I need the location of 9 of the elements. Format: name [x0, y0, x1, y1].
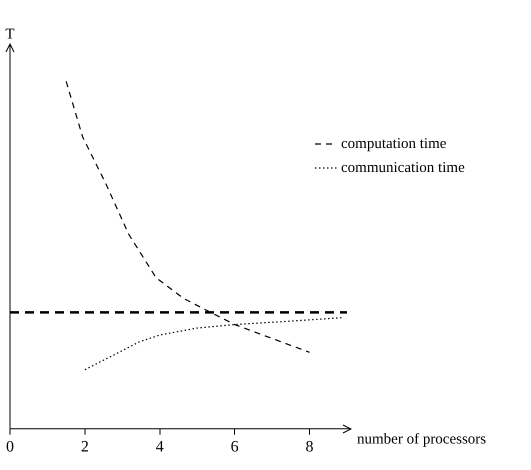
- legend-label: computation time: [341, 136, 447, 152]
- x-tick-label: 6: [230, 438, 239, 456]
- x-tick-label: 4: [156, 438, 164, 456]
- x-axis-title: number of processors: [357, 432, 486, 448]
- x-tick-label: 0: [6, 438, 14, 456]
- legend-label: communication time: [341, 160, 466, 176]
- x-tick-label: 2: [80, 438, 89, 456]
- y-axis-title: T: [5, 26, 15, 42]
- x-tick-label: 8: [306, 438, 314, 456]
